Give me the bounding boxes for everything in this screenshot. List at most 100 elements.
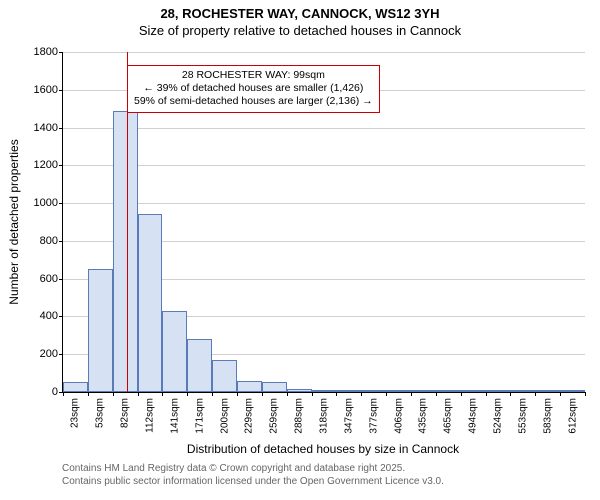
ytick-mark (59, 316, 63, 317)
histogram-bar (312, 390, 337, 392)
ytick-label: 1000 (34, 197, 58, 209)
y-axis-label: Number of detached properties (7, 139, 21, 304)
ytick-mark (59, 52, 63, 53)
plot-area: 02004006008001000120014001600180023sqm53… (62, 52, 585, 393)
histogram-bar (237, 381, 262, 392)
xtick-mark (560, 392, 561, 396)
ytick-mark (59, 203, 63, 204)
xtick-label: 259sqm (269, 398, 280, 434)
xtick-label: 553sqm (517, 398, 528, 434)
xtick-mark (585, 392, 586, 396)
footer-line2: Contains public sector information licen… (62, 475, 444, 488)
xtick-mark (262, 392, 263, 396)
histogram-bar (535, 390, 560, 392)
xtick-label: 200sqm (219, 398, 230, 434)
chart-subtitle: Size of property relative to detached ho… (0, 23, 600, 40)
histogram-bar (336, 390, 361, 392)
histogram-bar (138, 214, 163, 393)
ytick-mark (59, 90, 63, 91)
ytick-label: 400 (40, 310, 58, 322)
xtick-mark (138, 392, 139, 396)
ytick-mark (59, 128, 63, 129)
xtick-mark (386, 392, 387, 396)
xtick-mark (461, 392, 462, 396)
histogram-bar (486, 390, 511, 392)
xtick-mark (237, 392, 238, 396)
xtick-label: 406sqm (393, 398, 404, 434)
annotation-line: 28 ROCHESTER WAY: 99sqm (134, 69, 373, 82)
histogram-bar (560, 390, 585, 392)
histogram-bar (287, 389, 312, 392)
ytick-label: 1600 (34, 84, 58, 96)
xtick-mark (113, 392, 114, 396)
xtick-mark (486, 392, 487, 396)
xtick-mark (88, 392, 89, 396)
xtick-label: 23sqm (70, 398, 81, 428)
histogram-bar (411, 390, 436, 392)
histogram-bar (386, 390, 411, 392)
xtick-mark (436, 392, 437, 396)
histogram-bar (113, 111, 138, 392)
gridline (63, 128, 585, 129)
xtick-mark (63, 392, 64, 396)
xtick-label: 82sqm (120, 398, 131, 428)
gridline (63, 203, 585, 204)
xtick-mark (411, 392, 412, 396)
xtick-label: 583sqm (542, 398, 553, 434)
histogram-bar (162, 311, 187, 392)
gridline (63, 165, 585, 166)
xtick-mark (287, 392, 288, 396)
ytick-label: 600 (40, 273, 58, 285)
xtick-label: 347sqm (343, 398, 354, 434)
xtick-label: 171sqm (194, 398, 205, 434)
ytick-label: 200 (40, 348, 58, 360)
xtick-label: 318sqm (319, 398, 330, 434)
xtick-label: 53sqm (95, 398, 106, 428)
ytick-mark (59, 165, 63, 166)
xtick-label: 435sqm (418, 398, 429, 434)
xtick-label: 112sqm (145, 398, 156, 433)
xtick-label: 465sqm (443, 398, 454, 434)
chart-container: 28, ROCHESTER WAY, CANNOCK, WS12 3YH Siz… (0, 0, 600, 500)
footer-attribution: Contains HM Land Registry data © Crown c… (62, 462, 444, 488)
xtick-label: 494sqm (468, 398, 479, 434)
xtick-mark (212, 392, 213, 396)
ytick-label: 1200 (34, 159, 58, 171)
x-axis-label: Distribution of detached houses by size … (187, 442, 459, 456)
ytick-label: 800 (40, 235, 58, 247)
xtick-mark (162, 392, 163, 396)
histogram-bar (436, 390, 461, 392)
xtick-mark (535, 392, 536, 396)
xtick-label: 377sqm (368, 398, 379, 434)
histogram-bar (63, 382, 88, 392)
xtick-mark (361, 392, 362, 396)
xtick-label: 141sqm (169, 398, 180, 434)
xtick-label: 524sqm (493, 398, 504, 434)
xtick-label: 612sqm (567, 398, 578, 434)
histogram-bar (461, 390, 486, 392)
gridline (63, 52, 585, 53)
annotation-box: 28 ROCHESTER WAY: 99sqm← 39% of detached… (127, 65, 380, 112)
ytick-label: 0 (52, 386, 58, 398)
xtick-mark (312, 392, 313, 396)
xtick-label: 288sqm (294, 398, 305, 434)
annotation-line: ← 39% of detached houses are smaller (1,… (134, 82, 373, 95)
footer-line1: Contains HM Land Registry data © Crown c… (62, 462, 444, 475)
histogram-bar (187, 339, 212, 392)
ytick-label: 1800 (34, 46, 58, 58)
xtick-mark (187, 392, 188, 396)
ytick-mark (59, 354, 63, 355)
xtick-mark (336, 392, 337, 396)
histogram-bar (510, 390, 535, 392)
annotation-line: 59% of semi-detached houses are larger (… (134, 95, 373, 108)
xtick-label: 229sqm (244, 398, 255, 434)
histogram-bar (361, 390, 386, 392)
chart-title: 28, ROCHESTER WAY, CANNOCK, WS12 3YH (0, 0, 600, 23)
histogram-bar (88, 269, 113, 392)
ytick-label: 1400 (34, 122, 58, 134)
histogram-bar (212, 360, 237, 392)
histogram-bar (262, 382, 287, 392)
xtick-mark (510, 392, 511, 396)
ytick-mark (59, 279, 63, 280)
ytick-mark (59, 241, 63, 242)
